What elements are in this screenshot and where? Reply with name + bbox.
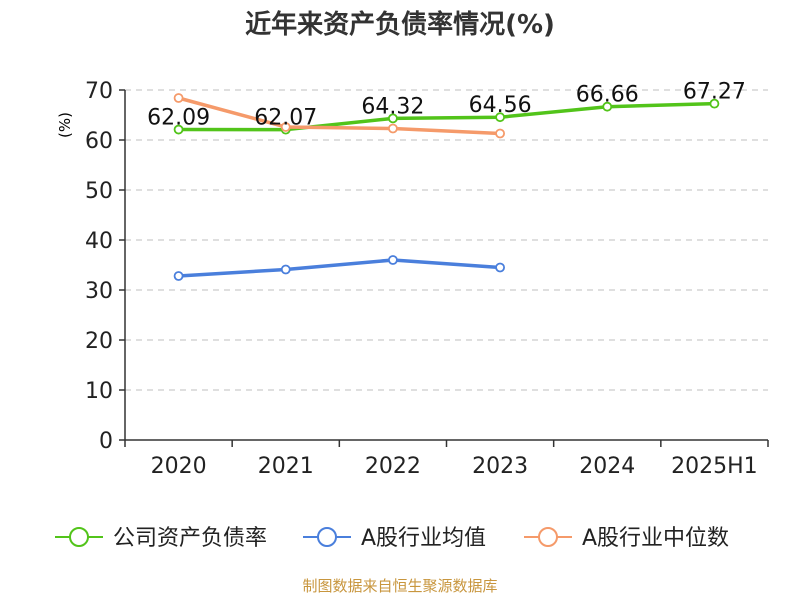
x-tick-label: 2020	[151, 454, 207, 479]
x-tick-label: 2021	[258, 454, 314, 479]
chart-title: 近年来资产负债率情况(%)	[245, 9, 555, 40]
legend-marker	[317, 527, 337, 547]
data-point	[388, 123, 398, 134]
legend-marker	[69, 527, 89, 547]
legend: 公司资产负债率 A股行业均值 A股行业中位数	[55, 526, 729, 551]
y-tick-label: 0	[99, 429, 113, 454]
data-point	[173, 271, 184, 281]
data-point	[495, 128, 505, 139]
data-point	[173, 124, 184, 135]
data-label: 64.56	[469, 93, 532, 118]
data-point	[495, 112, 505, 123]
y-tick-label: 30	[85, 279, 113, 304]
y-tick-label: 50	[85, 179, 113, 204]
y-tick-label: 40	[85, 229, 113, 254]
data-point	[602, 101, 613, 112]
x-tick-label: 2025H1	[671, 454, 758, 479]
series-line	[178, 258, 501, 278]
data-label: 67.27	[683, 80, 746, 105]
data-point	[388, 113, 398, 124]
data-point	[388, 255, 398, 265]
data-label: 66.66	[576, 83, 639, 108]
data-label: 64.32	[361, 94, 424, 119]
source-note: 制图数据来自恒生聚源数据库	[302, 577, 497, 595]
x-tick-label: 2024	[579, 454, 635, 479]
data-point	[173, 93, 184, 103]
data-labels: 62.09 62.07 64.32 64.56 66.66 67.27	[147, 80, 746, 131]
data-label: 62.09	[147, 106, 210, 131]
series-line	[178, 101, 715, 132]
series-line	[178, 96, 501, 136]
x-tick-label: 2022	[365, 454, 421, 479]
axes: 0 10 20 30 40 50 60 70 2020 2021 2022 2023 2024 2025H…	[85, 79, 769, 479]
legend-marker	[538, 527, 558, 547]
data-label: 62.07	[254, 106, 317, 131]
y-tick-label: 70	[85, 79, 113, 104]
legend-label: 公司资产负债率	[113, 526, 267, 551]
y-tick-label: 10	[85, 379, 113, 404]
grid-lines	[125, 89, 768, 391]
y-axis-label: (%)	[56, 112, 74, 138]
y-tick-label: 20	[85, 329, 113, 354]
legend-label: A股行业均值	[361, 526, 486, 551]
x-tick-label: 2023	[472, 454, 528, 479]
data-point	[495, 262, 505, 273]
series-layer	[173, 93, 720, 281]
legend-label: A股行业中位数	[582, 526, 729, 551]
y-tick-label: 60	[85, 129, 113, 154]
data-point	[709, 98, 720, 109]
data-point	[280, 122, 291, 132]
data-point	[280, 264, 291, 275]
